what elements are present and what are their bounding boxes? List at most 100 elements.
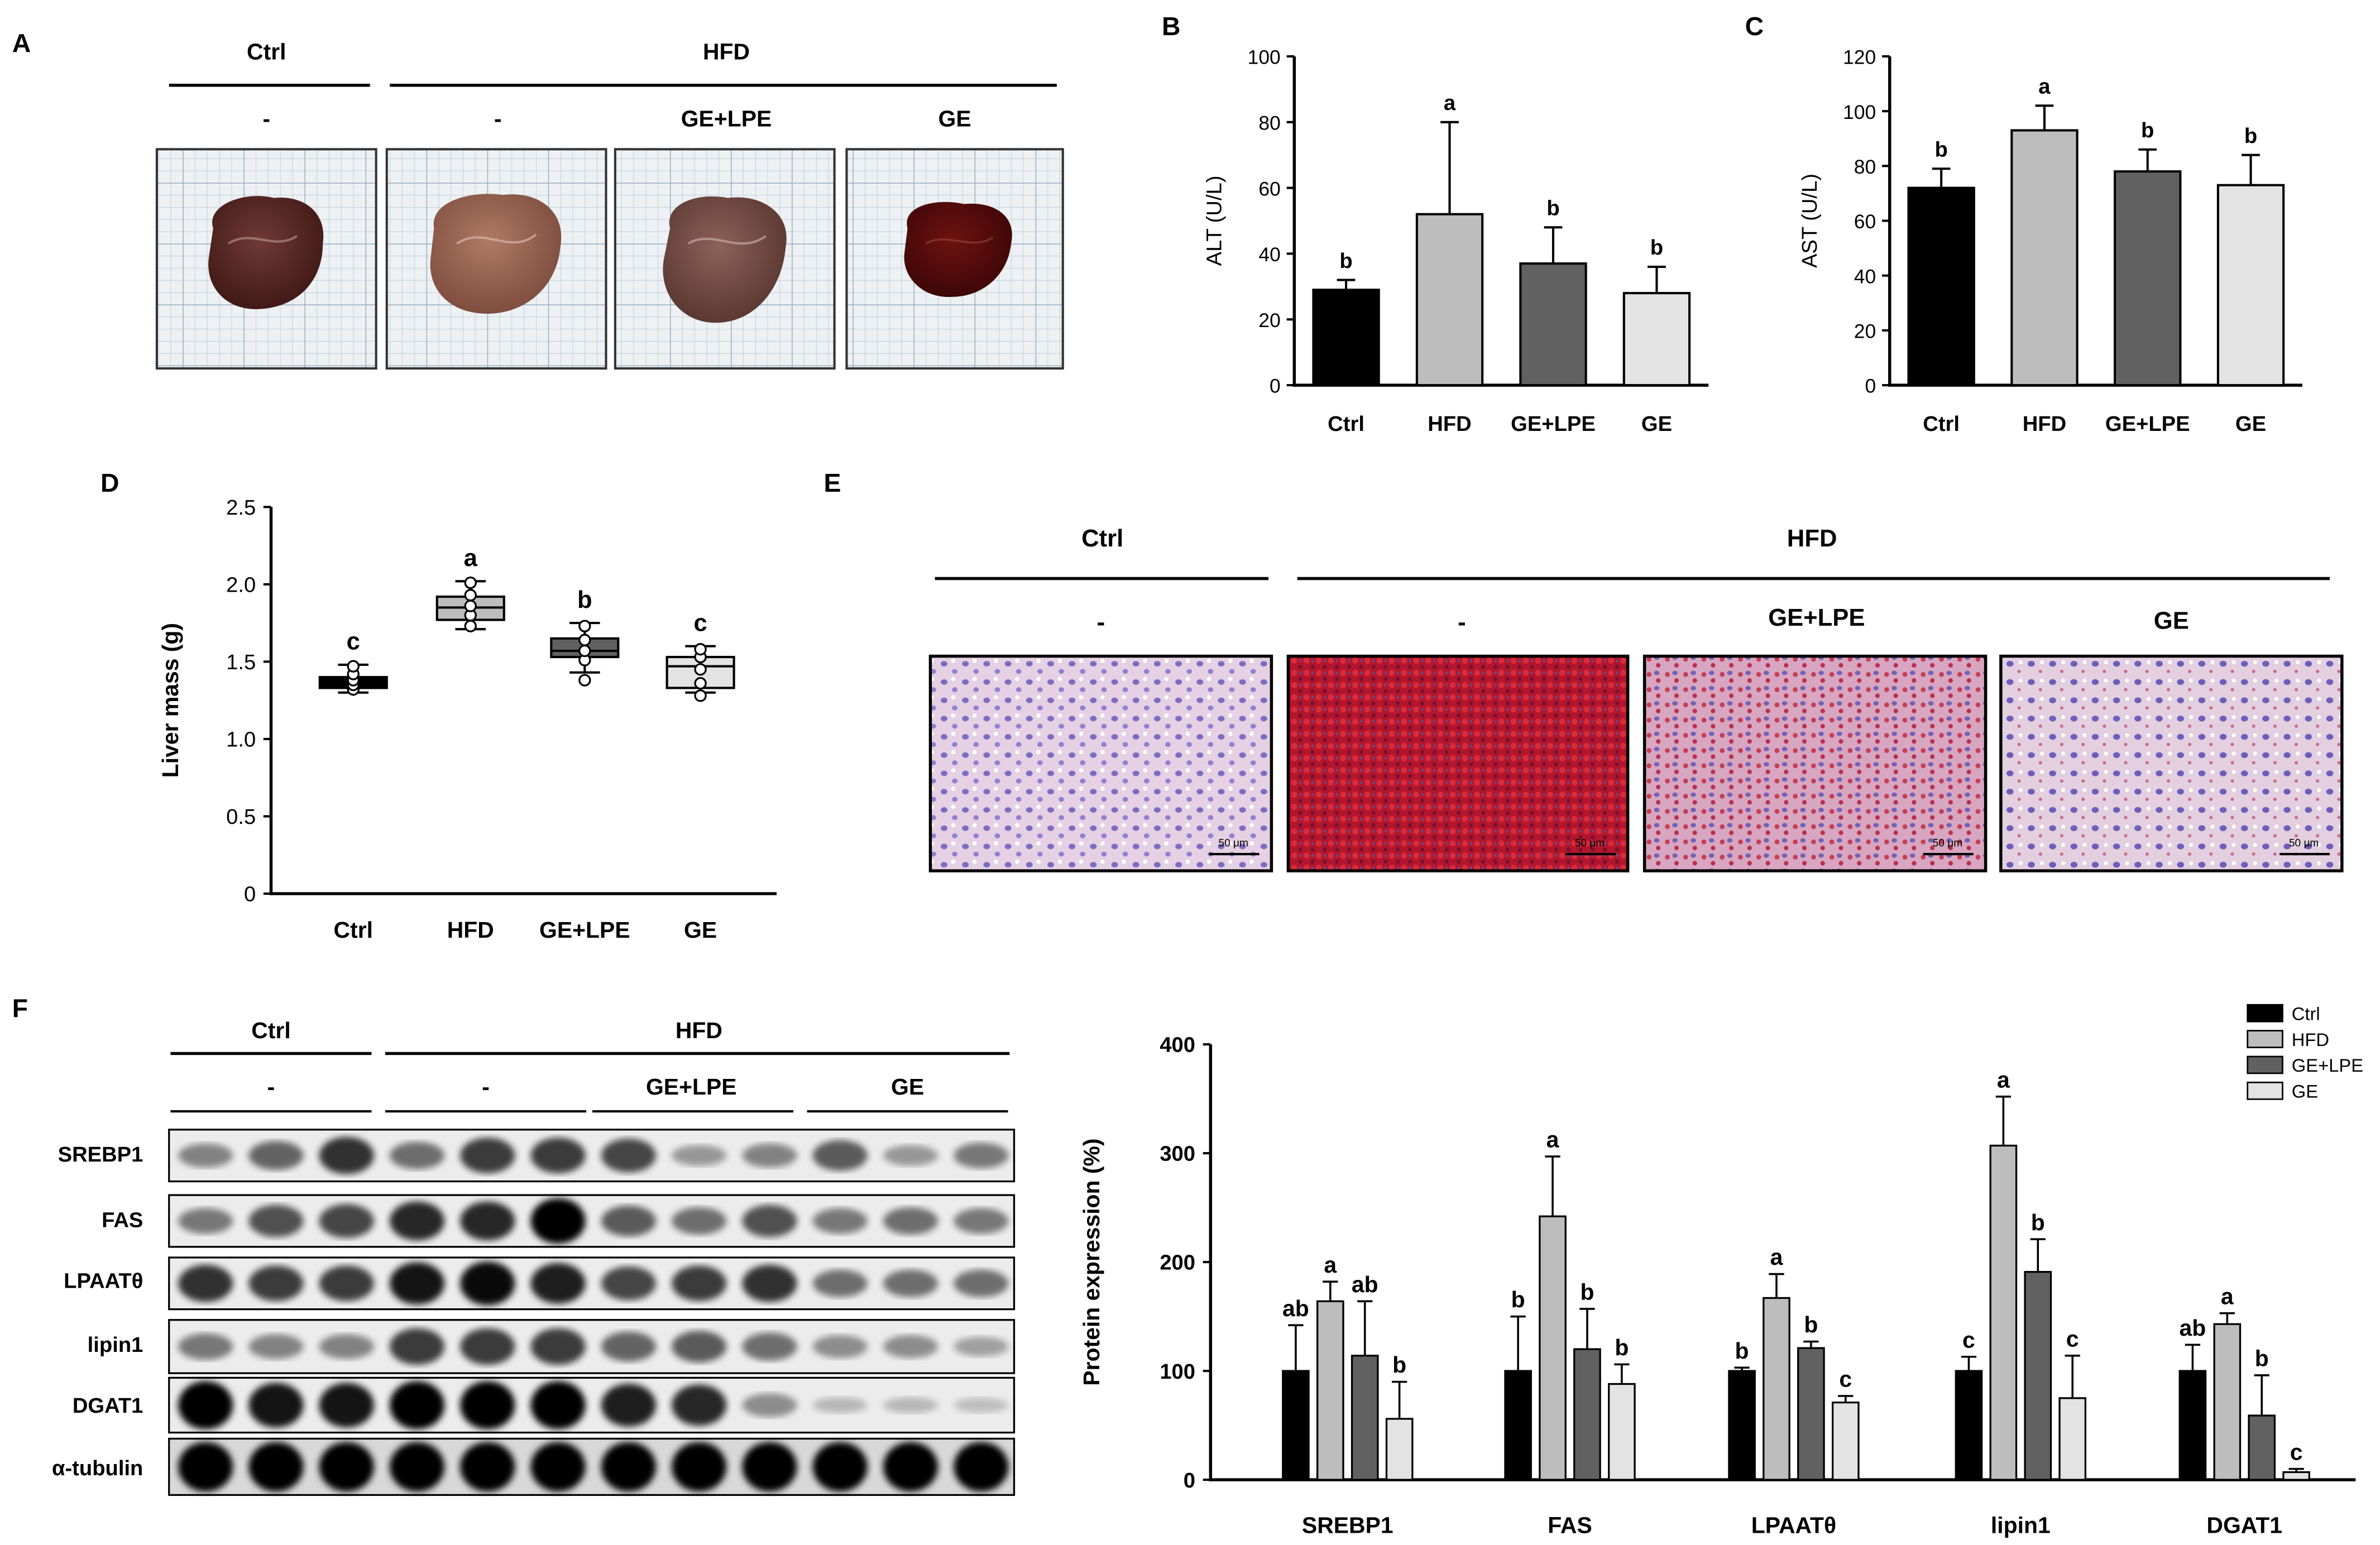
panel-a-sub-1: -	[262, 105, 270, 131]
significance-letter: c	[347, 628, 360, 655]
significance-letter: c	[1839, 1366, 1852, 1392]
x-tick-label: FAS	[1548, 1513, 1592, 1538]
significance-letter: a	[1444, 91, 1456, 115]
bar-lpaat-gelpe	[1797, 1347, 1825, 1481]
blot-band	[319, 1383, 374, 1428]
blot-band	[812, 1208, 868, 1234]
significance-letter: b	[1934, 137, 1947, 161]
y-tick-label: 1.5	[226, 650, 256, 674]
blot-band	[178, 1333, 233, 1360]
bar-hfd	[1415, 213, 1484, 387]
y-tick-label: 20	[1854, 320, 1876, 343]
blot-band	[389, 1201, 445, 1241]
chart-ast: 0 20 40 60 80 100 120 AST (U/L) b Ctrl a HFD b GE+LPE…	[1798, 46, 2302, 436]
blot-band	[672, 1442, 727, 1492]
data-point	[578, 674, 591, 687]
significance-letter: b	[1339, 249, 1352, 273]
significance-letter: b	[2255, 1346, 2269, 1371]
blot-band	[248, 1334, 304, 1359]
panel-b-label: B	[1162, 12, 1180, 41]
significance-letter: a	[2221, 1283, 2234, 1309]
significance-letter: b	[1615, 1335, 1629, 1360]
data-point	[464, 576, 477, 589]
blot-band	[672, 1207, 727, 1235]
y-axis-title: AST (U/L)	[1798, 174, 1822, 268]
bar-dgat1-ctrl	[2178, 1370, 2207, 1481]
blot-band	[530, 1381, 586, 1429]
blot-band	[530, 1138, 586, 1174]
chart-liver-mass: 0 0.5 1.0 1.5 2.0 2.5 Liver mass (g) c Ctrl a HFD b…	[157, 496, 777, 943]
legend-swatch	[2247, 1030, 2283, 1048]
data-point	[347, 660, 360, 673]
panel-a-label: A	[12, 28, 31, 57]
y-axis-title: Protein expression (%)	[1079, 1138, 1104, 1385]
bar-fas-ge	[1608, 1383, 1636, 1481]
bar-dgat1-gelpe	[2248, 1414, 2276, 1481]
x-tick-label: GE	[2235, 412, 2266, 436]
legend-label: GE+LPE	[2292, 1055, 2363, 1076]
y-tick-label: 200	[1160, 1251, 1195, 1275]
liver-photo-ctrl	[155, 148, 377, 370]
bar-lipin1-gelpe	[2024, 1271, 2052, 1481]
x-tick-label: HFD	[2023, 412, 2066, 436]
y-tick-label: 80	[1258, 112, 1280, 134]
blot-band	[812, 1335, 868, 1359]
bar-fas-gelpe	[1573, 1348, 1601, 1481]
significance-letter: b	[577, 587, 592, 613]
x-tick-label: Ctrl	[334, 917, 373, 943]
x-tick-label: GE	[1641, 412, 1672, 436]
significance-letter: a	[1324, 1252, 1337, 1278]
blot-strip	[168, 1437, 1016, 1496]
liver-photo-ge-lpe	[614, 148, 836, 370]
blot-band	[460, 1261, 515, 1306]
panel-e-sub-4: GE	[2154, 607, 2189, 634]
blot-band	[601, 1383, 656, 1427]
panel-f-sub-2: -	[482, 1074, 490, 1100]
blot-band	[601, 1442, 656, 1492]
blot-band	[742, 1143, 797, 1168]
blot-band	[883, 1442, 938, 1492]
y-tick-label: 60	[1854, 210, 1876, 233]
western-blots: SREBP1 FAS LPAATθ lipin1 DGAT1 α-tubulin	[52, 1129, 1016, 1496]
panel-e-sub-1: -	[1097, 609, 1105, 636]
blot-band	[601, 1206, 656, 1236]
blot-band	[460, 1442, 515, 1492]
significance-letter: c	[2290, 1439, 2303, 1465]
blot-band	[812, 1269, 868, 1297]
blot-strip	[168, 1129, 1016, 1183]
significance-letter: b	[1546, 196, 1559, 220]
y-tick-label: 400	[1160, 1033, 1195, 1057]
x-tick-label: HFD	[1428, 412, 1471, 436]
panel-f-group-ctrl: Ctrl	[251, 1018, 290, 1043]
y-tick-label: 80	[1854, 156, 1876, 178]
blot-band	[319, 1265, 374, 1302]
significance-letter: a	[2038, 75, 2051, 99]
panel-f-sub-4: GE	[891, 1074, 924, 1100]
x-tick-label: GE	[684, 917, 717, 943]
y-tick-label: 0	[1184, 1469, 1195, 1493]
x-tick-label: Ctrl	[1328, 412, 1364, 436]
significance-letter: c	[693, 610, 707, 636]
legend-swatch	[2247, 1004, 2283, 1023]
panel-f-sub-1: -	[267, 1074, 275, 1100]
chart-alt: 0 20 40 60 80 100 ALT (U/L) b Ctrl a HFD b GE+LPE b GE	[1202, 46, 1709, 436]
blot-band	[954, 1336, 1009, 1357]
bar-gelpe	[2114, 170, 2182, 387]
blot-strip	[168, 1319, 1016, 1374]
x-tick-label: DGAT1	[2206, 1513, 2282, 1538]
y-tick-label: 100	[1160, 1360, 1195, 1384]
bar-ctrl	[1312, 289, 1380, 387]
blot-band	[248, 1205, 304, 1237]
blot-label: FAS	[102, 1208, 143, 1232]
significance-letter: b	[1392, 1352, 1406, 1378]
panel-e-group-hfd: HFD	[1787, 525, 1837, 552]
bar-dgat1-hfd	[2213, 1323, 2242, 1481]
scale-bar-label-4: 50 μm	[2289, 838, 2319, 850]
blot-band	[954, 1208, 1009, 1234]
panel-d-label: D	[100, 468, 119, 497]
x-tick-label: GE+LPE	[539, 917, 630, 943]
y-tick-label: 100	[1843, 101, 1876, 123]
blot-band	[530, 1328, 586, 1365]
blot-band	[248, 1265, 304, 1302]
